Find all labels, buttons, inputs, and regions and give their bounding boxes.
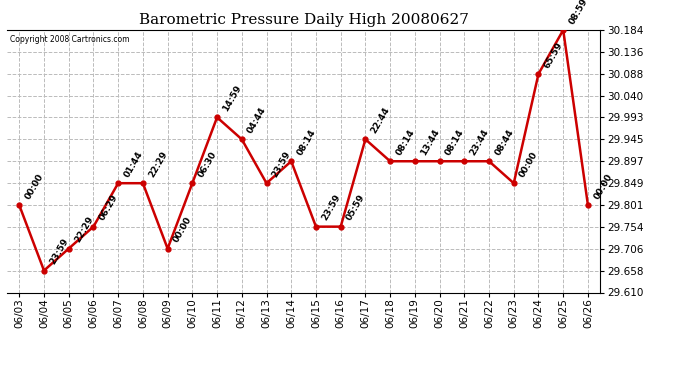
Text: 00:00: 00:00 — [592, 172, 614, 201]
Text: 00:00: 00:00 — [172, 216, 194, 244]
Text: 08:14: 08:14 — [394, 128, 416, 157]
Text: 00:00: 00:00 — [23, 172, 46, 201]
Text: 08:14: 08:14 — [444, 128, 466, 157]
Text: 23:44: 23:44 — [469, 128, 491, 157]
Text: 14:59: 14:59 — [221, 84, 244, 113]
Text: 08:59: 08:59 — [567, 0, 589, 26]
Text: Copyright 2008 Cartronics.com: Copyright 2008 Cartronics.com — [10, 35, 129, 44]
Title: Barometric Pressure Daily High 20080627: Barometric Pressure Daily High 20080627 — [139, 13, 469, 27]
Text: 13:44: 13:44 — [419, 128, 442, 157]
Text: 08:44: 08:44 — [493, 128, 515, 157]
Text: 23:59: 23:59 — [48, 237, 70, 266]
Text: 06:29: 06:29 — [97, 193, 119, 222]
Text: 01:44: 01:44 — [122, 150, 144, 179]
Text: 65:59: 65:59 — [542, 40, 565, 70]
Text: 22:29: 22:29 — [147, 150, 169, 179]
Text: 00:00: 00:00 — [518, 150, 540, 179]
Text: 05:59: 05:59 — [345, 193, 367, 222]
Text: 23:59: 23:59 — [320, 193, 342, 222]
Text: 06:30: 06:30 — [197, 150, 219, 179]
Text: 08:14: 08:14 — [295, 128, 317, 157]
Text: 23:59: 23:59 — [270, 150, 293, 179]
Text: 04:44: 04:44 — [246, 106, 268, 135]
Text: 22:44: 22:44 — [370, 106, 392, 135]
Text: 22:29: 22:29 — [73, 215, 95, 244]
